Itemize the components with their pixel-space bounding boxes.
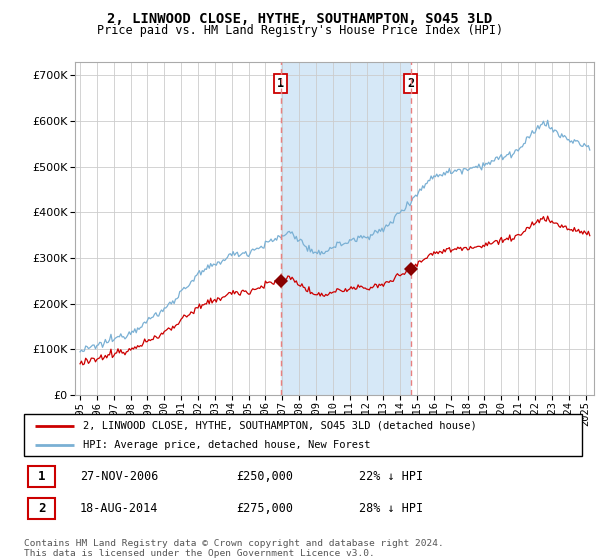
Text: 28% ↓ HPI: 28% ↓ HPI — [359, 502, 423, 515]
Text: 22% ↓ HPI: 22% ↓ HPI — [359, 469, 423, 483]
Text: 2: 2 — [38, 502, 46, 515]
Text: 2: 2 — [407, 77, 415, 90]
Text: Contains HM Land Registry data © Crown copyright and database right 2024.
This d: Contains HM Land Registry data © Crown c… — [24, 539, 444, 558]
Text: £275,000: £275,000 — [236, 502, 293, 515]
Text: 27-NOV-2006: 27-NOV-2006 — [80, 469, 158, 483]
Bar — [28, 498, 55, 520]
Bar — [28, 465, 55, 487]
Text: 1: 1 — [38, 469, 46, 483]
Text: 18-AUG-2014: 18-AUG-2014 — [80, 502, 158, 515]
Text: £250,000: £250,000 — [236, 469, 293, 483]
Text: 2, LINWOOD CLOSE, HYTHE, SOUTHAMPTON, SO45 3LD: 2, LINWOOD CLOSE, HYTHE, SOUTHAMPTON, SO… — [107, 12, 493, 26]
Text: HPI: Average price, detached house, New Forest: HPI: Average price, detached house, New … — [83, 440, 370, 450]
Text: Price paid vs. HM Land Registry's House Price Index (HPI): Price paid vs. HM Land Registry's House … — [97, 24, 503, 36]
Text: 2, LINWOOD CLOSE, HYTHE, SOUTHAMPTON, SO45 3LD (detached house): 2, LINWOOD CLOSE, HYTHE, SOUTHAMPTON, SO… — [83, 421, 476, 431]
Text: 1: 1 — [277, 77, 284, 90]
